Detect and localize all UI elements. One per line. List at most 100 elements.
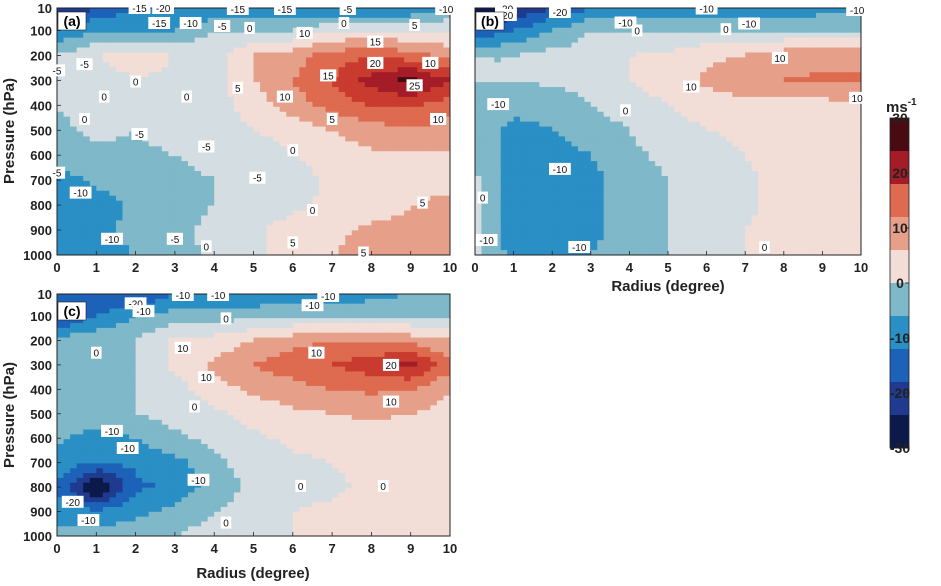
field-cell — [725, 106, 733, 113]
field-cell — [526, 146, 534, 152]
field-cell — [220, 151, 228, 157]
x-tick-label: 2 — [132, 260, 139, 275]
field-cell — [338, 87, 346, 93]
field-cell — [443, 32, 450, 39]
field-cell — [616, 42, 624, 49]
field-cell — [397, 225, 405, 231]
field-cell — [102, 215, 110, 222]
field-cell — [83, 240, 91, 246]
field-cell — [364, 235, 372, 241]
field-cell — [194, 171, 202, 177]
field-cell — [227, 32, 235, 39]
field-cell — [436, 106, 445, 113]
field-cell — [552, 151, 560, 157]
field-cell — [207, 116, 215, 123]
field-cell — [571, 77, 579, 83]
field-cell — [345, 82, 353, 88]
field-cell — [545, 32, 553, 39]
field-cell — [423, 67, 431, 73]
field-cell — [155, 52, 163, 58]
field-cell — [577, 141, 585, 147]
field-cell — [364, 126, 372, 133]
field-cell — [358, 200, 366, 207]
field-cell — [214, 8, 222, 14]
field-cell — [109, 17, 117, 24]
field-cell — [364, 161, 372, 167]
field-cell — [148, 77, 156, 83]
contour-label: -15 — [231, 5, 246, 16]
field-cell — [305, 87, 314, 93]
field-cell — [384, 67, 392, 73]
field-cell — [526, 12, 534, 19]
field-cell — [803, 17, 811, 24]
field-cell — [371, 106, 379, 113]
field-cell — [668, 57, 676, 63]
field-cell — [725, 57, 733, 63]
field-cell — [642, 12, 650, 19]
field-cell — [616, 106, 624, 113]
field-cell — [700, 156, 708, 162]
field-cell — [83, 101, 91, 108]
field-cell — [384, 215, 392, 222]
field-cell — [655, 156, 663, 162]
field-cell — [246, 101, 255, 108]
field-cell — [371, 116, 379, 123]
field-cell — [674, 12, 682, 19]
field-cell — [63, 111, 71, 118]
field-cell — [83, 47, 91, 54]
field-cell — [364, 156, 372, 162]
field-cell — [345, 116, 353, 123]
field-cell — [299, 195, 307, 202]
field-cell — [76, 91, 84, 98]
field-cell — [220, 52, 228, 58]
field-cell — [507, 116, 515, 123]
field-cell — [384, 205, 392, 212]
field-cell — [371, 101, 379, 108]
field-cell — [610, 121, 618, 128]
field-cell — [253, 161, 261, 167]
field-cell — [286, 87, 294, 93]
field-cell — [745, 77, 753, 83]
field-cell — [240, 57, 248, 63]
field-cell — [507, 96, 515, 103]
field-cell — [436, 52, 445, 58]
field-cell — [220, 82, 228, 88]
field-cell — [201, 235, 209, 241]
field-cell — [848, 126, 856, 133]
field-cell — [319, 126, 327, 133]
field-cell — [161, 215, 169, 222]
field-cell — [188, 146, 196, 152]
field-cell — [371, 250, 379, 255]
field-cell — [443, 225, 450, 231]
field-cell — [732, 52, 740, 58]
field-cell — [207, 91, 215, 98]
field-cell — [616, 87, 624, 93]
field-cell — [513, 8, 521, 14]
field-cell — [201, 22, 209, 29]
contour-label: -20 — [156, 4, 171, 15]
field-cell — [358, 185, 366, 192]
field-cell — [273, 210, 281, 217]
field-cell — [279, 87, 287, 93]
field-cell — [168, 250, 176, 255]
field-cell — [700, 12, 708, 19]
field-cell — [706, 52, 714, 58]
field-cell — [706, 87, 714, 93]
field-cell — [148, 37, 156, 44]
field-cell — [770, 12, 778, 19]
field-cell — [325, 215, 333, 222]
field-cell — [96, 47, 104, 54]
field-cell — [371, 22, 379, 29]
field-cell — [520, 47, 528, 54]
field-cell — [417, 245, 425, 251]
field-cell — [102, 245, 110, 251]
field-cell — [279, 17, 287, 24]
field-cell — [410, 215, 418, 222]
field-cell — [693, 57, 701, 63]
field-cell — [481, 126, 489, 133]
field-cell — [364, 91, 372, 98]
field-cell — [584, 32, 592, 39]
field-cell — [687, 156, 695, 162]
field-cell — [102, 37, 110, 44]
